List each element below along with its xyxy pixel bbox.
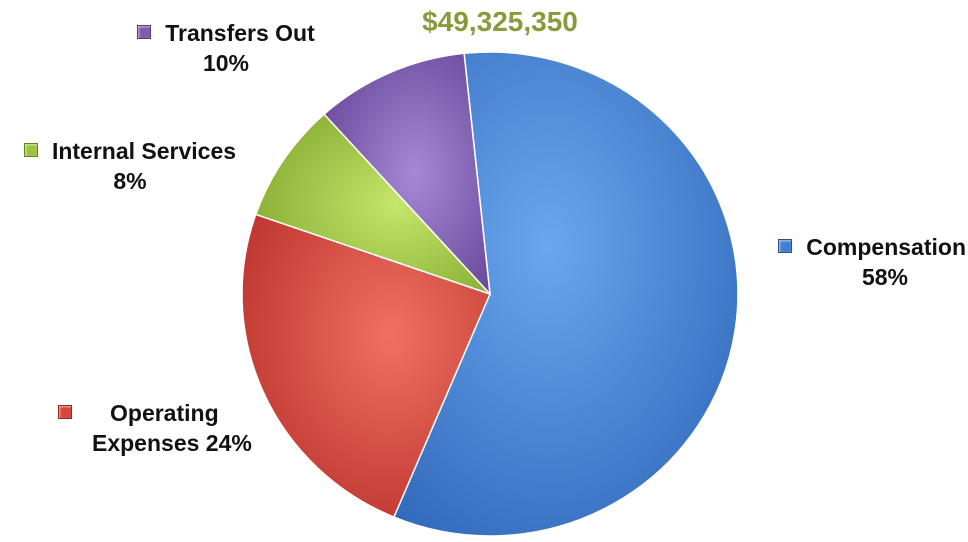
- slice-compensation: [392, 51, 739, 537]
- swatch-internal-services: [23, 143, 38, 157]
- chart-title: $49,325,350: [422, 6, 578, 37]
- swatch-operating-expenses: [58, 405, 72, 419]
- swatch-transfers-out: [137, 25, 152, 39]
- label-compensation-name: Compensation: [806, 234, 966, 260]
- swatch-compensation: [778, 239, 793, 253]
- slice-internal-services: [254, 113, 491, 295]
- label-transfers-out-pct: 10%: [202, 50, 250, 76]
- label-operating-rest: Expenses 24%: [92, 430, 252, 456]
- label-operating-name: Operating: [110, 400, 219, 426]
- slice-operating-expenses: [241, 213, 492, 519]
- slice-transfers-out: [323, 52, 491, 297]
- label-transfers-out-name: Transfers Out: [165, 20, 315, 46]
- label-internal-services-pct: 8%: [113, 168, 147, 194]
- label-compensation-pct: 58%: [861, 264, 908, 290]
- legend-label-internal-services: Internal Services 8%: [10, 136, 250, 196]
- label-internal-services-name: Internal Services: [51, 138, 237, 164]
- legend-label-operating-expenses: Operating Expenses 24%: [58, 398, 278, 458]
- legend-label-transfers-out: Transfers Out 10%: [126, 18, 326, 78]
- legend-label-compensation: Compensation 58%: [762, 232, 966, 292]
